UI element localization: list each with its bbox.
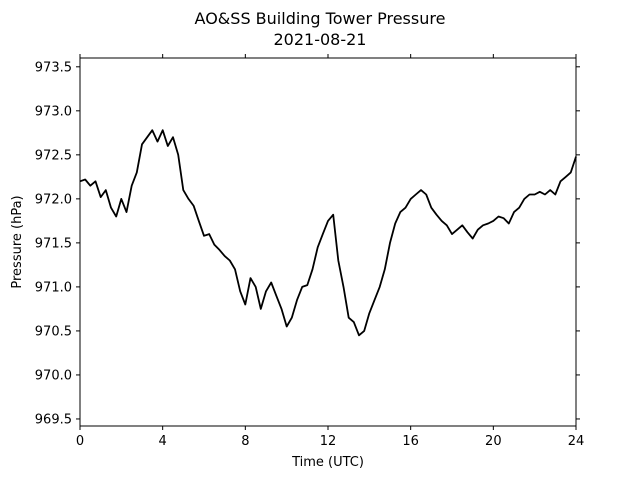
y-axis: 969.5 970.0 970.5 971.0 971.5 972.0 972.5 973.0… — [35, 60, 580, 427]
y-tick-label: 972.0 — [35, 192, 72, 207]
y-tick-label: 973.0 — [35, 104, 72, 119]
x-axis: 0 4 8 12 16 20 24 — [76, 54, 584, 449]
chart-subtitle: 2021-08-21 — [274, 30, 367, 49]
x-tick-label: 16 — [402, 434, 419, 449]
x-tick-label: 12 — [320, 434, 337, 449]
chart-title: AO&SS Building Tower Pressure — [195, 9, 446, 28]
y-axis-label: Pressure (hPa) — [10, 195, 25, 288]
y-tick-label: 971.0 — [35, 280, 72, 295]
x-tick-label: 4 — [159, 434, 167, 449]
plot-area — [79, 57, 577, 427]
y-tick-label: 970.0 — [35, 368, 72, 383]
y-tick-label: 973.5 — [35, 60, 72, 75]
x-tick-label: 20 — [485, 434, 502, 449]
y-tick-label: 969.5 — [35, 412, 72, 427]
y-tick-label: 972.5 — [35, 148, 72, 163]
x-tick-label: 8 — [241, 434, 249, 449]
x-tick-label: 0 — [76, 434, 84, 449]
x-tick-label: 24 — [568, 434, 585, 449]
series-layer — [79, 129, 577, 337]
series-line — [79, 129, 577, 337]
y-tick-label: 971.5 — [35, 236, 72, 251]
x-axis-label: Time (UTC) — [291, 455, 364, 470]
y-tick-label: 970.5 — [35, 324, 72, 339]
